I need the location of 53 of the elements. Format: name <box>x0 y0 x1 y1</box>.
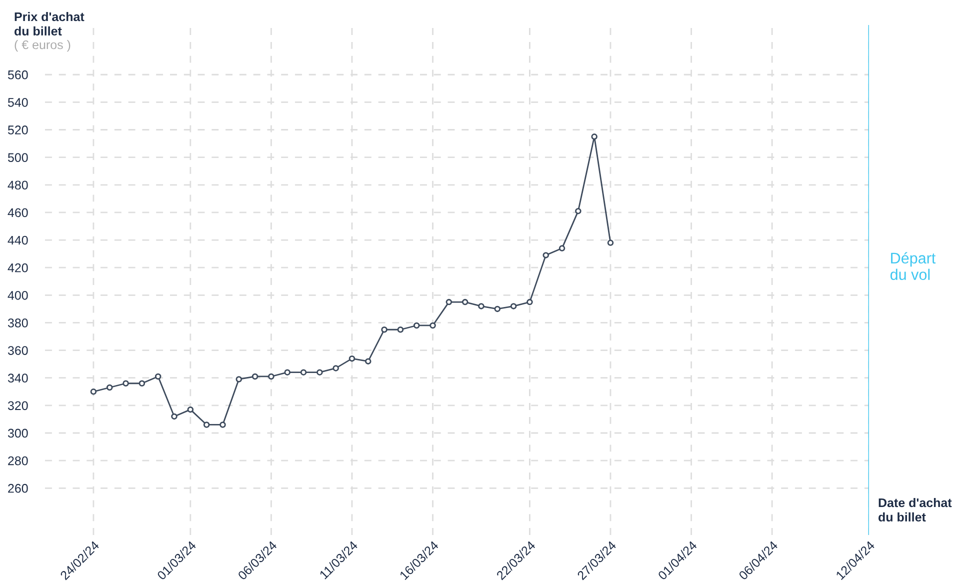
point <box>446 298 452 306</box>
y-tick-label: 500 <box>8 153 28 162</box>
point <box>154 373 162 380</box>
point <box>284 369 290 376</box>
point <box>397 326 404 333</box>
y-tick-label: 340 <box>8 374 28 383</box>
point <box>138 380 146 387</box>
point <box>526 298 533 306</box>
point <box>106 384 113 391</box>
point <box>90 388 97 395</box>
point <box>558 245 566 252</box>
point <box>171 413 178 420</box>
y-tick-label: 460 <box>8 208 28 218</box>
y-tick-label: 560 <box>8 70 28 80</box>
point <box>478 303 484 310</box>
point <box>300 369 307 376</box>
point <box>462 298 468 306</box>
y-axis-title: Prix d'achat du billet <box>14 12 84 36</box>
y-tick-label: 300 <box>8 428 28 438</box>
y-tick-label: 280 <box>8 456 28 466</box>
point <box>122 380 129 387</box>
point <box>381 326 388 333</box>
point <box>607 240 614 246</box>
point <box>542 252 549 258</box>
point <box>575 208 582 214</box>
point <box>430 322 436 329</box>
point <box>365 358 372 364</box>
x-axis-title: Date d'achat du billet <box>878 498 952 522</box>
y-tick-label: 360 <box>8 346 28 355</box>
point <box>203 422 210 428</box>
ref-line-label: Départ du vol <box>890 252 936 280</box>
point <box>268 373 274 380</box>
point <box>494 306 501 312</box>
y-tick-label: 480 <box>8 180 28 190</box>
y-tick-label: 440 <box>8 236 28 245</box>
point <box>348 355 356 362</box>
y-tick-label: 400 <box>8 290 28 300</box>
point <box>413 322 420 329</box>
y-tick-label: 320 <box>8 401 28 410</box>
point <box>332 365 339 372</box>
point <box>316 369 323 376</box>
point <box>252 373 258 380</box>
point <box>591 134 598 140</box>
point <box>220 422 226 428</box>
point <box>510 303 517 310</box>
y-tick-label: 260 <box>8 484 28 493</box>
y-tick-label: 380 <box>8 318 28 328</box>
point <box>236 376 242 382</box>
y-tick-label: 520 <box>8 126 28 134</box>
y-tick-label: 540 <box>8 98 28 107</box>
point <box>187 406 194 413</box>
y-tick-label: 420 <box>8 263 28 272</box>
annotation: ( € euros ) <box>14 40 70 52</box>
